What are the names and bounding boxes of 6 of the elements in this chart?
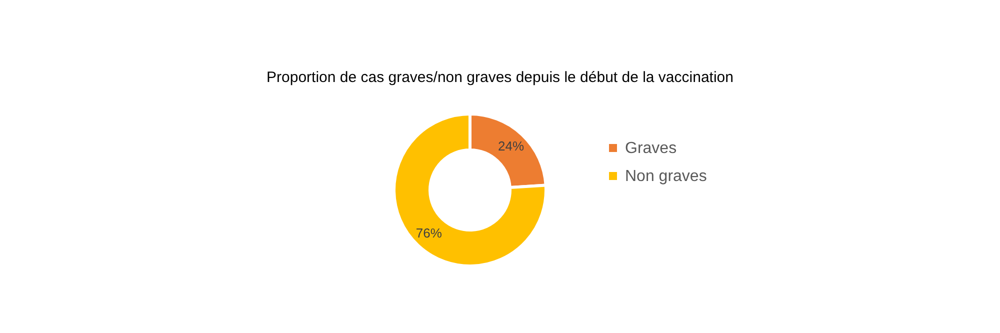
- chart-title: Proportion de cas graves/non graves depuis le début de la vaccination: [266, 69, 734, 86]
- data-label: 24%: [498, 138, 525, 154]
- donut-slice: [392, 112, 548, 268]
- legend-label: Graves: [625, 140, 677, 157]
- legend-label: Non graves: [625, 168, 707, 185]
- data-label: 76%: [416, 226, 442, 241]
